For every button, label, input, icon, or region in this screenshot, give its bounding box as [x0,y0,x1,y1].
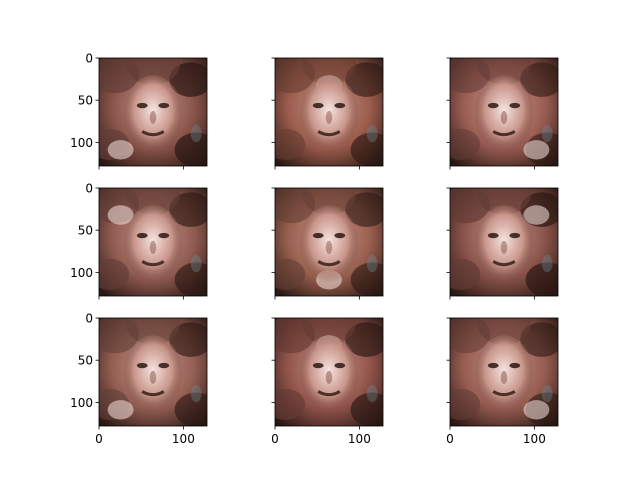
axes-frame [274,57,384,167]
x-tick-label: 0 [271,432,279,446]
y-tick-label: 0 [85,52,93,66]
subplot-2-1: 0 50 100 [70,182,208,300]
axes-frame [449,57,559,167]
y-tick-label: 100 [70,396,93,410]
generated-face-image [99,318,207,426]
subplot-1-2 [271,57,384,170]
y-tick-label: 50 [78,354,93,368]
axes-frame [98,317,208,427]
subplot-1-1: 0 50 100 [70,52,208,170]
subplot-3-3: 0 100 [446,317,559,446]
y-tick-label: 100 [70,266,93,280]
subplot-2-2 [271,187,384,300]
x-tick-label: 100 [172,432,195,446]
y-tick-label: 50 [78,224,93,238]
subplot-1-3 [446,57,559,170]
y-tick-label: 0 [85,312,93,326]
axes-frame [274,187,384,297]
generated-face-image [275,58,383,166]
y-tick-label: 50 [78,94,93,108]
subplot-2-3 [446,187,559,300]
panels-layer: 0 50 100 0 50 100 0 100 0 50 100 0 100 0 100 [70,52,559,446]
generated-face-image [99,188,207,296]
axes-frame [449,317,559,427]
generated-face-image [99,58,207,166]
y-tick-label: 0 [85,182,93,196]
generated-face-image [275,188,383,296]
subplot-3-2: 0 100 [271,317,384,446]
axes-frame [449,187,559,297]
generated-face-image [275,318,383,426]
y-tick-label: 100 [70,136,93,150]
x-tick-label: 100 [348,432,371,446]
generated-face-image [450,58,558,166]
x-tick-label: 0 [95,432,103,446]
generated-face-image [450,318,558,426]
generated-face-image [450,188,558,296]
axes-frame [274,317,384,427]
axes-frame [98,187,208,297]
subplot-3-1: 0 100 0 50 100 [70,312,208,446]
x-tick-label: 0 [446,432,454,446]
x-tick-label: 100 [523,432,546,446]
axes-frame [98,57,208,167]
